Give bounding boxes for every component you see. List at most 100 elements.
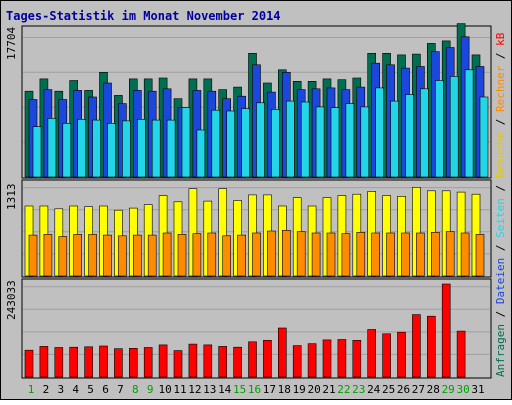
- legend-sep-4: /: [494, 119, 507, 126]
- bar-rechner-17: [267, 230, 276, 277]
- legend-sep-2: /: [494, 245, 507, 252]
- x-label-25: 25: [382, 383, 395, 396]
- bar-seiten-23: [360, 106, 370, 178]
- x-label-14: 14: [218, 383, 232, 396]
- bar-kb-10: [158, 344, 168, 378]
- bar-seiten-24: [375, 87, 385, 178]
- bar-kb-5: [84, 346, 93, 378]
- bar-seiten-20: [315, 106, 325, 178]
- x-label-4: 4: [72, 383, 79, 396]
- x-label-27: 27: [412, 383, 425, 396]
- x-label-24: 24: [367, 383, 381, 396]
- legend-besuche: Besuche: [494, 132, 507, 178]
- bar-seiten-31: [479, 96, 489, 178]
- bar-rechner-2: [43, 234, 53, 277]
- x-label-9: 9: [147, 383, 154, 396]
- bar-kb-28: [426, 315, 436, 378]
- bar-rechner-5: [88, 234, 97, 277]
- bar-rechner-23: [356, 232, 366, 277]
- legend-rechner: Rechner: [494, 65, 507, 112]
- bar-rechner-31: [475, 234, 485, 277]
- bar-rechner-30: [460, 232, 470, 277]
- bar-rechner-21: [326, 232, 336, 277]
- bar-kb-11: [173, 350, 183, 378]
- legend-seiten: Seiten: [494, 198, 507, 238]
- x-label-17: 17: [263, 383, 276, 396]
- x-label-28: 28: [427, 383, 440, 396]
- x-label-5: 5: [87, 383, 94, 396]
- bar-seiten-8: [137, 119, 146, 178]
- bar-rechner-7: [118, 235, 127, 277]
- bar-kb-14: [218, 346, 227, 378]
- x-label-7: 7: [117, 383, 124, 396]
- bar-seiten-2: [47, 118, 57, 178]
- panel-top-ymax-label: 17704: [5, 27, 18, 60]
- x-label-11: 11: [173, 383, 186, 396]
- bar-kb-17: [263, 339, 272, 378]
- bar-seiten-7: [122, 120, 131, 178]
- legend-anfragen: Anfragen: [494, 324, 507, 377]
- bar-kb-8: [129, 347, 138, 378]
- bar-rechner-22: [341, 233, 351, 277]
- bar-seiten-19: [300, 101, 310, 178]
- bar-kb-3: [54, 347, 64, 378]
- legend-dateien: Dateien: [494, 258, 507, 304]
- bar-seiten-30: [464, 69, 474, 178]
- x-label-31: 31: [471, 383, 484, 396]
- bar-kb-1: [24, 349, 34, 378]
- bar-rechner-14: [222, 235, 231, 277]
- bar-kb-22: [337, 339, 347, 378]
- bar-rechner-6: [103, 234, 112, 277]
- bar-rechner-13: [207, 232, 217, 277]
- bar-rechner-1: [28, 234, 38, 277]
- bar-rechner-24: [371, 232, 381, 277]
- bar-rechner-8: [133, 234, 142, 277]
- bar-kb-6: [99, 345, 108, 378]
- bar-rechner-20: [311, 232, 321, 277]
- bar-rechner-12: [192, 233, 202, 277]
- bar-seiten-4: [77, 119, 86, 178]
- bar-kb-25: [382, 333, 391, 378]
- x-label-15: 15: [233, 383, 246, 396]
- x-label-8: 8: [132, 383, 139, 396]
- bar-rechner-3: [58, 236, 68, 277]
- bar-kb-29: [441, 283, 451, 378]
- bar-seiten-13: [211, 109, 221, 178]
- bar-kb-27: [412, 314, 421, 378]
- bar-kb-2: [39, 346, 49, 378]
- bar-seiten-18: [285, 100, 295, 178]
- x-label-10: 10: [158, 383, 171, 396]
- bar-seiten-16: [256, 102, 265, 178]
- bar-kb-12: [188, 343, 198, 378]
- bar-rechner-9: [147, 234, 157, 277]
- bar-kb-13: [203, 344, 213, 378]
- bar-seiten-12: [196, 129, 206, 178]
- x-label-2: 2: [43, 383, 50, 396]
- bar-seiten-21: [330, 107, 340, 178]
- legend-sep-3: /: [494, 185, 507, 192]
- bar-kb-26: [397, 331, 406, 378]
- bar-seiten-14: [226, 110, 235, 178]
- bar-seiten-5: [92, 119, 101, 178]
- bar-rechner-4: [73, 234, 82, 277]
- panel-top-frame: [21, 25, 492, 179]
- bar-seiten-29: [449, 76, 459, 178]
- x-label-1: 1: [28, 383, 35, 396]
- x-label-23: 23: [352, 383, 365, 396]
- bar-rechner-29: [445, 231, 455, 277]
- bar-kb-19: [292, 345, 302, 378]
- bar-rechner-28: [430, 232, 440, 277]
- x-label-20: 20: [307, 383, 320, 396]
- bar-seiten-1: [32, 126, 42, 178]
- bar-seiten-25: [390, 100, 399, 178]
- bar-seiten-15: [241, 108, 250, 178]
- bar-kb-18: [277, 327, 287, 378]
- panel-bottom-frame: [21, 278, 492, 379]
- x-axis-labels: 1 2 3 4 5 6 7 8 9 10 11 12 13 14 15 16 17 18 19 20 21 22 23 24 2…: [28, 383, 485, 396]
- bar-rechner-18: [281, 230, 291, 277]
- bar-kb-4: [69, 346, 78, 378]
- bar-seiten-11: [181, 107, 191, 178]
- chart-title: Tages-Statistik im Monat November 2014: [6, 9, 281, 23]
- x-label-22: 22: [337, 383, 350, 396]
- bar-rechner-26: [401, 232, 410, 277]
